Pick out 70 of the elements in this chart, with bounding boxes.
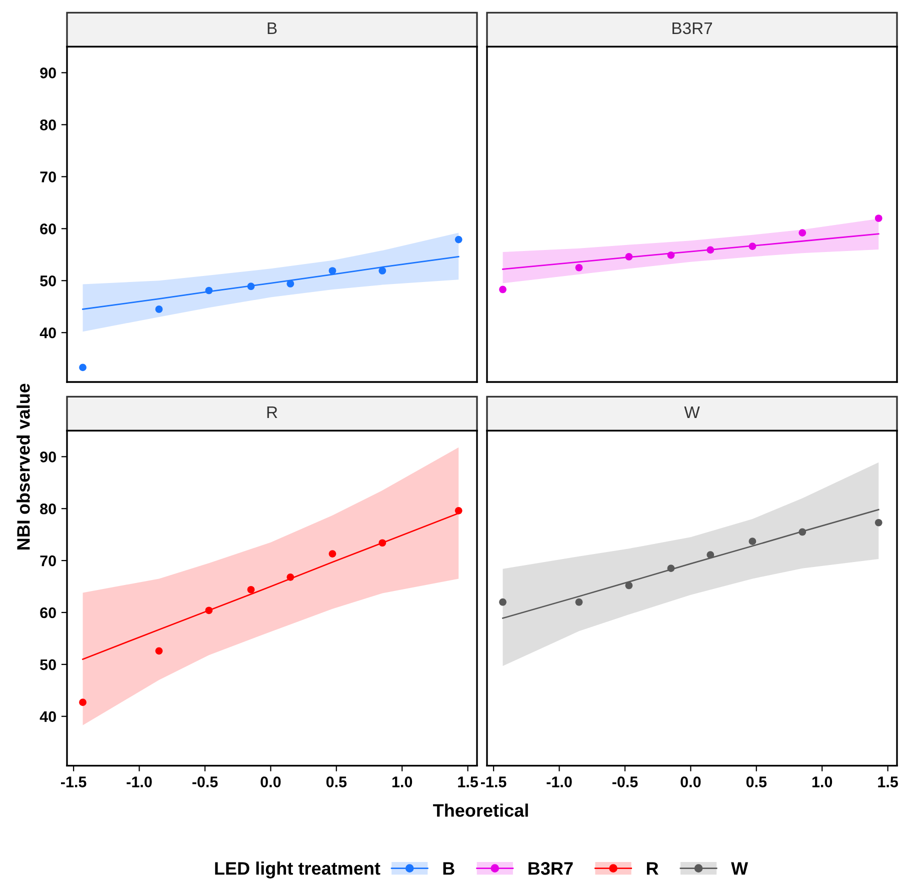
y-axis-title: NBI observed value <box>16 384 30 550</box>
x-tick-label: 1.0 <box>812 776 832 788</box>
point <box>499 286 506 294</box>
legend-label: R <box>646 862 658 875</box>
x-tick-label: 1.5 <box>878 776 898 788</box>
x-tick-label: 1.0 <box>392 776 412 788</box>
x-axis-title: Theoretical <box>433 804 528 817</box>
x-tick-label: 0.0 <box>260 776 281 788</box>
point <box>454 507 462 514</box>
point <box>155 306 163 313</box>
y-tick-label: 90 <box>40 68 56 78</box>
x-tick-label: 1.5 <box>458 776 478 788</box>
point <box>667 564 675 572</box>
point <box>874 214 882 222</box>
legend-label: W <box>731 862 748 875</box>
x-tick-label: -0.5 <box>612 776 638 788</box>
y-tick-label: 60 <box>40 224 56 234</box>
point <box>286 280 294 288</box>
legend-label: B3R7 <box>528 862 573 875</box>
y-tick-label: 80 <box>40 503 56 514</box>
point <box>575 264 583 272</box>
point <box>706 551 714 559</box>
point <box>205 606 213 614</box>
x-tick-label: -0.5 <box>192 776 218 788</box>
line-series <box>82 256 460 310</box>
point <box>874 518 882 526</box>
point <box>748 242 756 250</box>
y-tick-label: 40 <box>40 327 56 338</box>
y-tick-label: 60 <box>40 607 56 618</box>
legend-title: LED light treatment <box>215 862 380 878</box>
point <box>286 573 294 581</box>
x-tick-label: 0.5 <box>746 776 767 788</box>
point <box>79 698 86 706</box>
point <box>328 267 336 274</box>
point <box>625 253 633 260</box>
point <box>575 598 583 606</box>
y-tick-label: 70 <box>40 555 56 566</box>
y-tick-label: 70 <box>40 172 56 182</box>
y-tick-label: 50 <box>40 276 56 286</box>
point <box>667 251 675 259</box>
point <box>499 598 506 606</box>
chart-title: B3R7 <box>672 22 712 34</box>
point <box>247 282 255 290</box>
x-tick-label: -1.5 <box>481 776 506 788</box>
chart-title: R <box>267 406 278 418</box>
point <box>748 538 756 545</box>
point <box>378 267 386 274</box>
x-tick-label: -1.0 <box>126 776 152 788</box>
point <box>79 364 86 372</box>
legend-label: B <box>443 862 454 875</box>
point <box>247 586 255 594</box>
chart-title: B <box>268 22 277 34</box>
y-tick-label: 50 <box>40 659 56 670</box>
point <box>155 647 163 655</box>
x-tick-label: 0.5 <box>326 776 347 788</box>
y-tick-label: 90 <box>40 452 56 462</box>
x-tick-label: -1.5 <box>61 776 86 788</box>
x-tick-label: 0.0 <box>680 776 701 788</box>
point <box>205 286 213 294</box>
point <box>798 528 806 536</box>
point <box>378 539 386 547</box>
point <box>706 246 714 254</box>
x-tick-label: -1.0 <box>546 776 572 788</box>
y-tick-label: 80 <box>40 120 56 130</box>
point <box>454 236 462 244</box>
point <box>625 582 633 590</box>
chart-title: W <box>684 406 700 418</box>
point <box>798 229 806 236</box>
y-tick-label: 40 <box>40 711 56 722</box>
point <box>328 550 336 558</box>
